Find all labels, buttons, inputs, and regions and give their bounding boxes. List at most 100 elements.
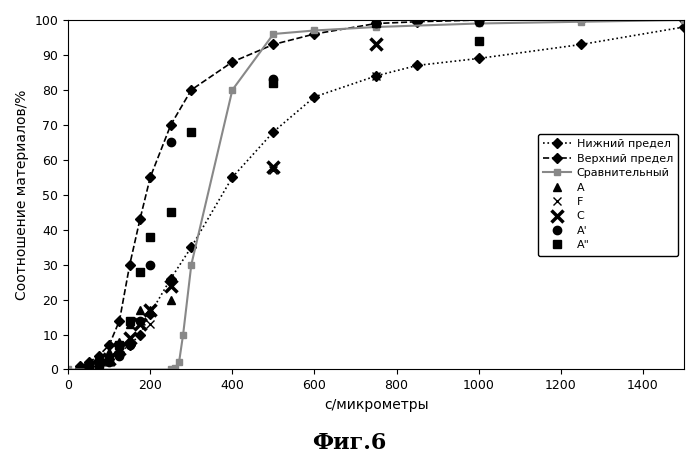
Сравнительный: [179, 332, 187, 337]
Нижний предел: [126, 342, 134, 348]
Legend: Нижний предел, Верхний предел, Сравнительный, A, F, C, A', A": Нижний предел, Верхний предел, Сравнител…: [538, 133, 679, 256]
Сравнительный: [269, 31, 278, 37]
A': [269, 77, 278, 82]
X-axis label: с/микрометры: с/микрометры: [324, 398, 428, 412]
Нижний предел: [105, 356, 113, 362]
Верхний предел: [413, 19, 421, 25]
F: [269, 168, 278, 173]
F: [105, 360, 113, 365]
A: [146, 307, 154, 313]
A": [85, 363, 93, 369]
Line: A": A": [85, 20, 483, 370]
Верхний предел: [105, 342, 113, 348]
Верхний предел: [76, 363, 85, 369]
A: [115, 339, 124, 344]
Верхний предел: [310, 31, 319, 37]
A': [105, 360, 113, 365]
Сравнительный: [372, 24, 380, 30]
Text: Фиг.6: Фиг.6: [312, 433, 387, 454]
A": [166, 209, 175, 215]
Сравнительный: [577, 19, 586, 25]
A": [105, 356, 113, 362]
Сравнительный: [187, 262, 196, 267]
F: [372, 73, 380, 79]
A: [95, 356, 103, 362]
Нижний предел: [166, 276, 175, 281]
C: [126, 336, 134, 341]
Верхний предел: [187, 87, 196, 93]
Нижний предел: [413, 63, 421, 68]
Верхний предел: [269, 42, 278, 47]
Нижний предел: [372, 73, 380, 79]
C: [95, 363, 103, 369]
A": [136, 269, 144, 274]
A': [126, 342, 134, 348]
Нижний предел: [95, 360, 103, 365]
Сравнительный: [680, 17, 689, 23]
Нижний предел: [136, 332, 144, 337]
Нижний предел: [310, 94, 319, 99]
Нижний предел: [76, 365, 85, 370]
A": [372, 21, 380, 26]
Верхний предел: [115, 318, 124, 323]
Line: A': A': [85, 18, 483, 372]
F: [126, 336, 134, 341]
A': [475, 19, 483, 25]
Нижний предел: [85, 363, 93, 369]
Line: C: C: [94, 39, 382, 371]
A: [136, 307, 144, 313]
Верхний предел: [228, 59, 236, 64]
A: [126, 321, 134, 327]
Верхний предел: [166, 122, 175, 128]
A: [166, 297, 175, 302]
Нижний предел: [680, 24, 689, 30]
A": [187, 129, 196, 134]
Нижний предел: [577, 42, 586, 47]
Верхний предел: [126, 262, 134, 267]
F: [95, 363, 103, 369]
Нижний предел: [228, 174, 236, 180]
Верхний предел: [372, 21, 380, 26]
C: [105, 356, 113, 362]
Сравнительный: [228, 87, 236, 93]
Сравнительный: [64, 367, 73, 372]
A: [85, 363, 93, 369]
Line: F: F: [95, 72, 380, 370]
C: [136, 321, 144, 327]
A': [95, 363, 103, 369]
Line: Верхний предел: Верхний предел: [77, 16, 688, 370]
Нижний предел: [115, 349, 124, 355]
A': [136, 318, 144, 323]
C: [372, 42, 380, 47]
C: [269, 164, 278, 169]
A': [372, 21, 380, 26]
Верхний предел: [85, 360, 93, 365]
Line: A: A: [85, 296, 175, 370]
Нижний предел: [146, 311, 154, 316]
F: [136, 321, 144, 327]
A: [105, 349, 113, 355]
F: [115, 349, 124, 355]
C: [146, 307, 154, 313]
A": [475, 38, 483, 44]
Сравнительный: [310, 28, 319, 33]
A": [146, 234, 154, 239]
A": [115, 342, 124, 348]
F: [146, 321, 154, 327]
Y-axis label: Соотношение материалов/%: Соотношение материалов/%: [15, 89, 29, 300]
Верхний предел: [146, 174, 154, 180]
Сравнительный: [166, 367, 175, 372]
A': [85, 365, 93, 370]
Сравнительный: [175, 360, 183, 365]
Line: Сравнительный: Сравнительный: [66, 17, 687, 372]
A": [95, 360, 103, 365]
C: [166, 283, 175, 288]
Нижний предел: [269, 129, 278, 134]
Сравнительный: [171, 365, 179, 370]
Нижний предел: [187, 244, 196, 250]
Сравнительный: [475, 21, 483, 26]
A": [126, 318, 134, 323]
A': [146, 262, 154, 267]
F: [166, 283, 175, 288]
Верхний предел: [680, 17, 689, 23]
